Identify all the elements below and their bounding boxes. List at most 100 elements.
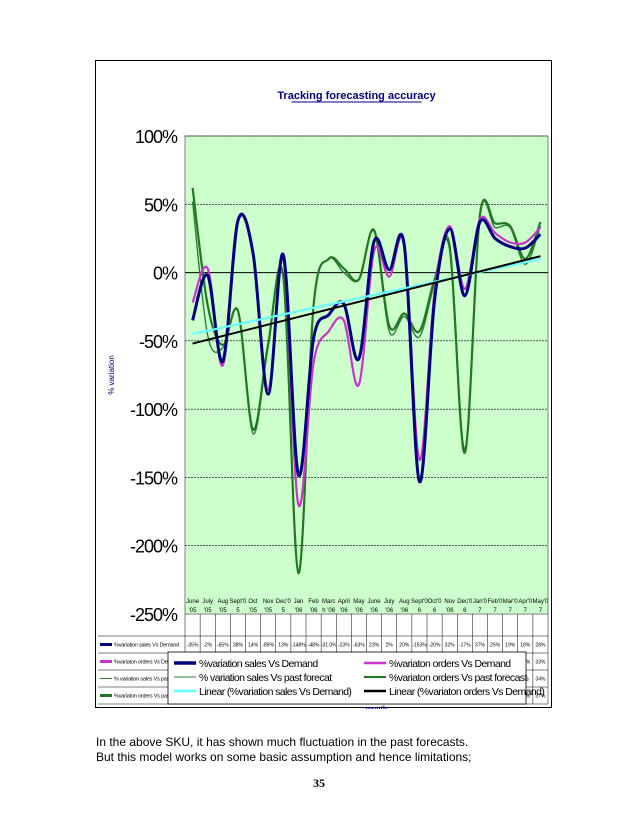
table-cell: 28% xyxy=(535,643,546,649)
legend-label-forecast_sales: % variation sales Vs past forecat xyxy=(199,672,332,684)
table-cell: -17% xyxy=(459,643,471,649)
x-tick-label: July xyxy=(202,599,213,605)
x-tick-label: Oct xyxy=(248,599,258,605)
table-cell: -148% xyxy=(291,643,306,649)
x-tick-label: Dec'0 xyxy=(457,599,473,605)
x-tick-label: Sept'0 xyxy=(230,599,247,605)
x-tick-label-line2: 7 xyxy=(509,608,513,614)
legend-label-forecast_orders: %variaton orders Vs past forecast xyxy=(389,672,527,684)
table-cell: -153% xyxy=(412,643,427,649)
x-tick-label-line2: 7 xyxy=(493,608,497,614)
x-tick-label-line2: '05 xyxy=(264,608,272,614)
x-tick-label-line2: 6 xyxy=(463,608,467,614)
x-tick-label-line2: '05 xyxy=(249,608,257,614)
x-tick-label-line2: '06 xyxy=(370,608,378,614)
x-tick-label-line2: 7 xyxy=(539,608,543,614)
table-cell: 34% xyxy=(535,677,546,683)
table-cell: -2% xyxy=(203,643,212,649)
x-tick-label-line2: '06 xyxy=(295,608,303,614)
legend-label-demand_sales: %variation sales Vs Demand xyxy=(199,658,318,670)
x-tick-label: Apr'0 xyxy=(518,599,532,605)
x-tick-label: Aug xyxy=(399,599,410,605)
y-tick-label: -150% xyxy=(130,468,178,488)
table-cell: 37% xyxy=(535,694,546,700)
chart-title: Tracking forecasting accuracy xyxy=(277,90,436,102)
y-tick-label: 0% xyxy=(153,264,178,284)
caption-line-1: In the above SKU, it has shown much fluc… xyxy=(96,735,469,749)
x-tick-label-line2: '06 xyxy=(310,608,318,614)
table-cell: 18% xyxy=(520,643,531,649)
x-tick-label-line2: '05 xyxy=(204,608,212,614)
x-tick-label-line2: '06 xyxy=(340,608,348,614)
table-cell: 23% xyxy=(369,643,380,649)
table-cell: 14% xyxy=(248,643,259,649)
y-tick-label: -50% xyxy=(139,332,178,352)
x-tick-label-line2: '06 xyxy=(446,608,454,614)
series-line-demand_sales xyxy=(191,212,542,484)
table-cell: -48% xyxy=(308,643,320,649)
table-cell: 33% xyxy=(535,660,546,666)
x-tick-label: Aug xyxy=(217,599,228,605)
x-tick-label-line2: '05 xyxy=(219,608,227,614)
table-row-label: %variaton orders Vs Demand xyxy=(114,660,181,666)
x-tick-label: Jan xyxy=(294,599,304,605)
x-tick-label: Jan'0 xyxy=(473,599,488,605)
table-cell: -65% xyxy=(217,643,229,649)
x-tick-label: June xyxy=(368,599,382,605)
x-tick-label-line2: h '06 xyxy=(322,608,335,614)
table-row-label: % variation sales Vs past forecat xyxy=(114,677,188,683)
table-cell: -35% xyxy=(187,643,199,649)
series-line-forecast_orders xyxy=(191,187,542,575)
table-cell: -20% xyxy=(429,643,441,649)
table-cell: 20% xyxy=(399,643,410,649)
x-tick-label-line2: '05 xyxy=(189,608,197,614)
x-tick-label-line2: 7 xyxy=(524,608,528,614)
table-row-label: %variation sales Vs Demand xyxy=(114,643,179,649)
legend-label-demand_orders: %variaton orders Vs Demand xyxy=(389,658,511,670)
x-tick-label-line2: 5 xyxy=(236,608,240,614)
x-tick-label-line2: '06 xyxy=(400,608,408,614)
x-tick-label: Feb xyxy=(308,599,319,605)
table-cell: 19% xyxy=(505,643,516,649)
x-tick-label-line2: '06 xyxy=(355,608,363,614)
y-tick-label: 50% xyxy=(144,195,178,215)
x-tick-label: Nov xyxy=(444,599,455,605)
x-tick-label-line2: 6 xyxy=(418,608,422,614)
x-tick-label: June xyxy=(186,599,200,605)
y-axis-label: % variation xyxy=(107,355,116,395)
x-tick-label: Marc xyxy=(322,599,335,605)
table-cell: 32% xyxy=(445,643,456,649)
table-cell: 25% xyxy=(490,643,501,649)
page-number: 35 xyxy=(313,776,325,790)
table-cell: -23% xyxy=(338,643,350,649)
y-tick-label: -250% xyxy=(130,605,178,625)
x-tick-label: Nov xyxy=(263,599,274,605)
table-cell: -63% xyxy=(353,643,365,649)
legend-label-trend_sales: Linear (%variation sales Vs Demand) xyxy=(199,686,351,698)
trendline-trend_orders xyxy=(192,255,541,345)
table-cell: 37% xyxy=(475,643,486,649)
forecast-accuracy-chart: Tracking forecasting accuracy 100% 50% 0% -5… xyxy=(98,90,549,709)
x-tick-label-line2: 7 xyxy=(478,608,482,614)
x-tick-label-line2: 5 xyxy=(282,608,286,614)
table-cell: -89% xyxy=(262,643,274,649)
x-tick-label: May'0 xyxy=(533,599,549,605)
x-tick-label-line2: 6 xyxy=(433,608,437,614)
caption-line-2: But this model works on some basic assum… xyxy=(96,750,472,764)
x-tick-label: Sept'0 xyxy=(411,599,428,605)
chart-frame: Tracking forecasting accuracy 100% 50% 0% -5… xyxy=(95,60,552,709)
x-tick-label: April xyxy=(338,599,350,605)
x-tick-label: Oct'0 xyxy=(428,599,442,605)
table-row-label: %variaton orders Vs past forecast xyxy=(114,694,191,700)
table-cell: 2% xyxy=(386,643,394,649)
y-tick-label: -200% xyxy=(130,537,178,557)
legend-box xyxy=(167,651,527,705)
y-tick-label: -100% xyxy=(130,400,178,420)
plot-area xyxy=(184,135,549,615)
x-tick-label: Dec'0 xyxy=(276,599,292,605)
x-tick-label-line2: '06 xyxy=(385,608,393,614)
table-cell: 13% xyxy=(278,643,289,649)
x-tick-label: July xyxy=(384,599,395,605)
x-axis-label: month xyxy=(366,706,387,709)
legend-label-trend_orders: Linear (%variaton orders Vs Demand) xyxy=(389,686,544,698)
